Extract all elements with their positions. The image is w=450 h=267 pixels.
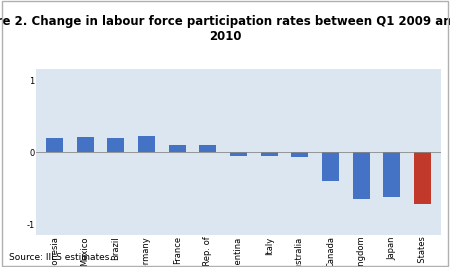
Bar <box>383 152 400 197</box>
Bar <box>169 145 185 152</box>
Text: Source: IILS estimates.: Source: IILS estimates. <box>9 253 112 262</box>
Bar <box>199 145 216 152</box>
Bar <box>76 137 94 152</box>
Bar <box>108 138 124 152</box>
Bar <box>46 138 63 152</box>
Bar <box>230 152 247 156</box>
Bar <box>292 152 308 156</box>
Text: Figure 2. Change in labour force participation rates between Q1 2009 and Q1
2010: Figure 2. Change in labour force partici… <box>0 15 450 43</box>
Bar <box>353 152 369 199</box>
Bar <box>414 152 431 204</box>
Bar <box>138 136 155 152</box>
Bar <box>322 152 339 181</box>
Bar <box>261 152 278 156</box>
